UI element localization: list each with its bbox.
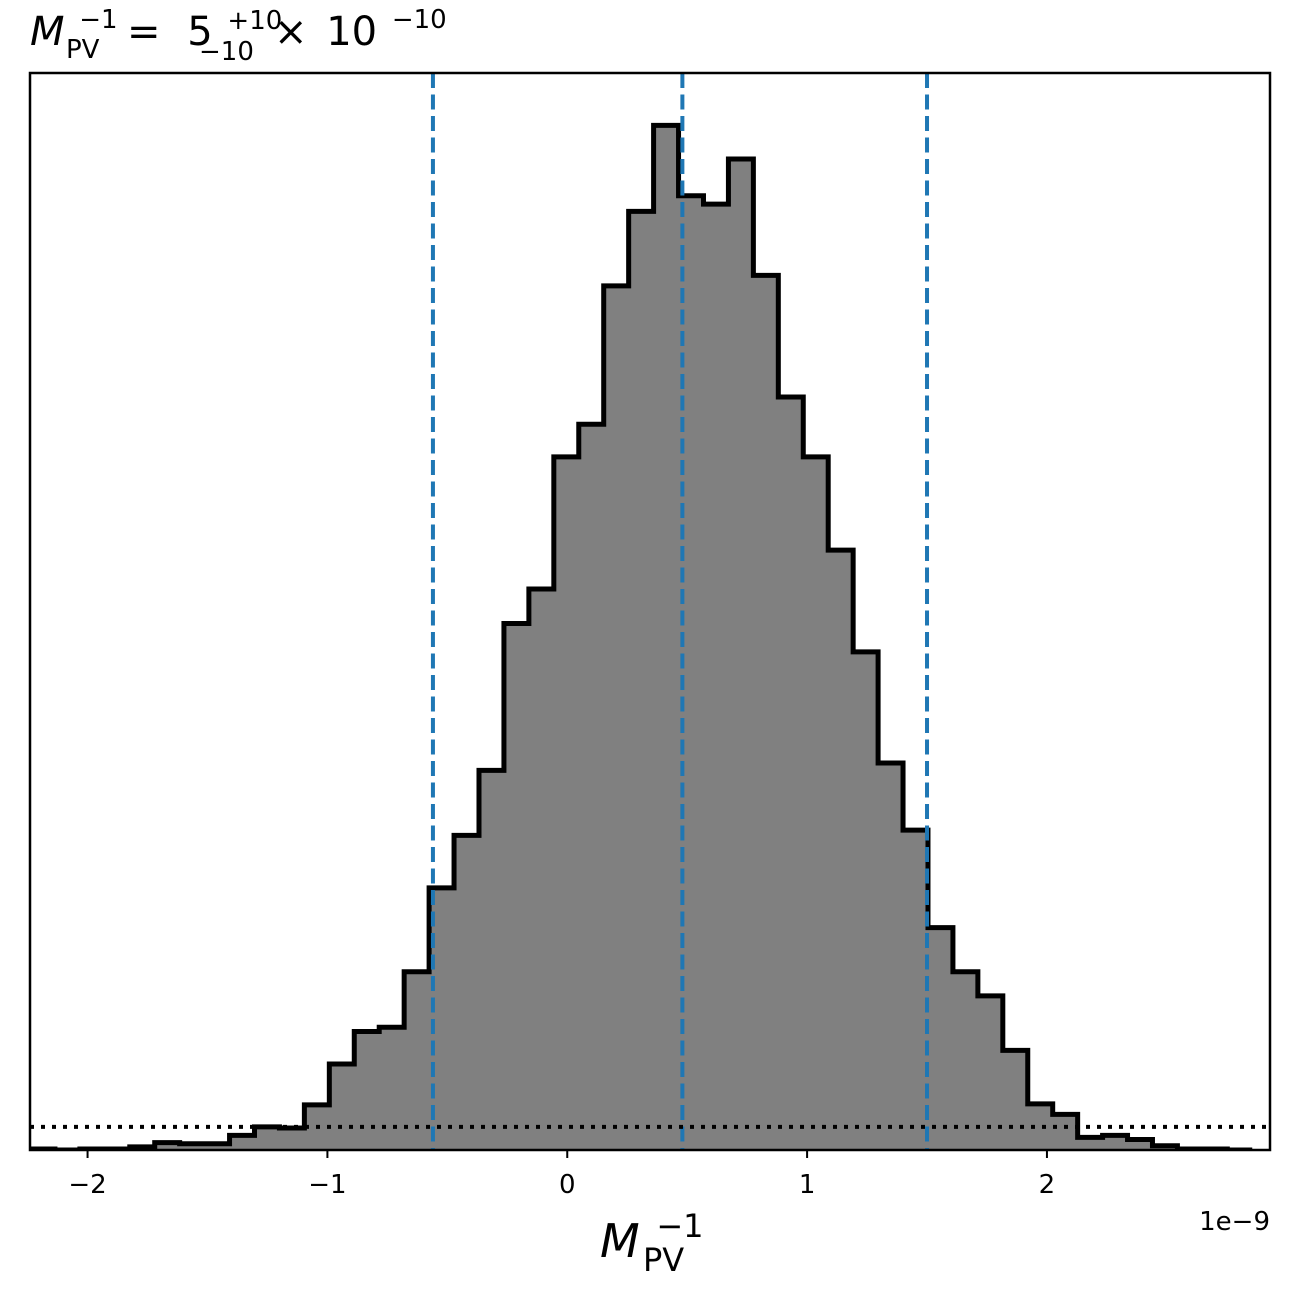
axes-frame bbox=[28, 71, 1272, 1152]
histogram-bar bbox=[254, 1126, 280, 1150]
histogram-bar bbox=[653, 125, 680, 1150]
title-value: 5 bbox=[187, 9, 212, 55]
histogram-bar bbox=[329, 1064, 355, 1150]
histogram-bar bbox=[1077, 1137, 1104, 1150]
histogram-bar bbox=[379, 1027, 405, 1150]
histogram-bar bbox=[478, 770, 505, 1150]
x-tick-label: −2 bbox=[68, 1170, 106, 1200]
x-tick-label: 2 bbox=[1039, 1170, 1056, 1200]
histogram-bar bbox=[952, 971, 979, 1150]
histogram-bar bbox=[354, 1031, 380, 1150]
histogram-bar bbox=[404, 971, 430, 1150]
title-times: × bbox=[274, 9, 308, 55]
histogram-bar bbox=[778, 397, 804, 1150]
histogram-bar bbox=[553, 456, 580, 1150]
histogram-bar bbox=[1127, 1139, 1153, 1150]
title-equals: = bbox=[127, 9, 161, 55]
histogram-bar bbox=[977, 995, 1004, 1150]
title-symbol-superscript: −1 bbox=[79, 5, 117, 35]
xlabel-subscript: PV bbox=[643, 1241, 684, 1279]
histogram-bar bbox=[1102, 1135, 1129, 1150]
x-offset-text: 1e−9 bbox=[1199, 1207, 1270, 1237]
histogram-bar bbox=[528, 588, 555, 1150]
title-base: 10 bbox=[326, 9, 377, 55]
histogram-bar bbox=[703, 204, 729, 1150]
histogram-bar bbox=[229, 1135, 255, 1150]
title-exponent: −10 bbox=[392, 5, 447, 35]
title-error-minus: −10 bbox=[199, 37, 254, 67]
x-axis-label: M −1 PV bbox=[600, 1194, 718, 1279]
histogram-bar bbox=[728, 158, 754, 1150]
histogram-bar bbox=[503, 623, 530, 1150]
histogram-bar bbox=[803, 456, 829, 1150]
histogram-bar bbox=[603, 285, 630, 1150]
histogram-bar bbox=[628, 211, 655, 1150]
x-axis-ticks: −2 −1 0 1 2 bbox=[68, 1150, 1055, 1200]
histogram-bar bbox=[853, 651, 879, 1150]
histogram-bar bbox=[154, 1142, 181, 1150]
plot-area bbox=[30, 73, 1270, 1150]
histogram-bar bbox=[903, 830, 929, 1150]
histogram-bar bbox=[1052, 1114, 1079, 1150]
histogram-bar bbox=[1002, 1050, 1029, 1150]
xlabel-symbol: M bbox=[600, 1214, 640, 1268]
chart-title: M −1 PV = 5 +10 −10 × 10 −10 bbox=[30, 0, 447, 70]
histogram-bar bbox=[578, 424, 605, 1150]
histogram-bar bbox=[828, 550, 854, 1150]
histogram-outline bbox=[30, 122, 1253, 1150]
title-symbol: M bbox=[30, 9, 65, 55]
histogram-bar bbox=[279, 1127, 305, 1150]
xlabel-superscript: −1 bbox=[656, 1207, 703, 1245]
x-tick-label: −1 bbox=[308, 1170, 346, 1200]
x-tick-label: 1 bbox=[799, 1170, 816, 1200]
x-tick-label: 0 bbox=[559, 1170, 576, 1200]
histogram-bar bbox=[753, 275, 779, 1150]
histogram-bar bbox=[204, 1143, 231, 1150]
title-symbol-subscript: PV bbox=[66, 35, 100, 65]
histogram-bar bbox=[927, 927, 954, 1150]
histogram-bar bbox=[878, 763, 904, 1150]
histogram-bar bbox=[179, 1143, 206, 1150]
histogram-bar bbox=[454, 835, 480, 1150]
